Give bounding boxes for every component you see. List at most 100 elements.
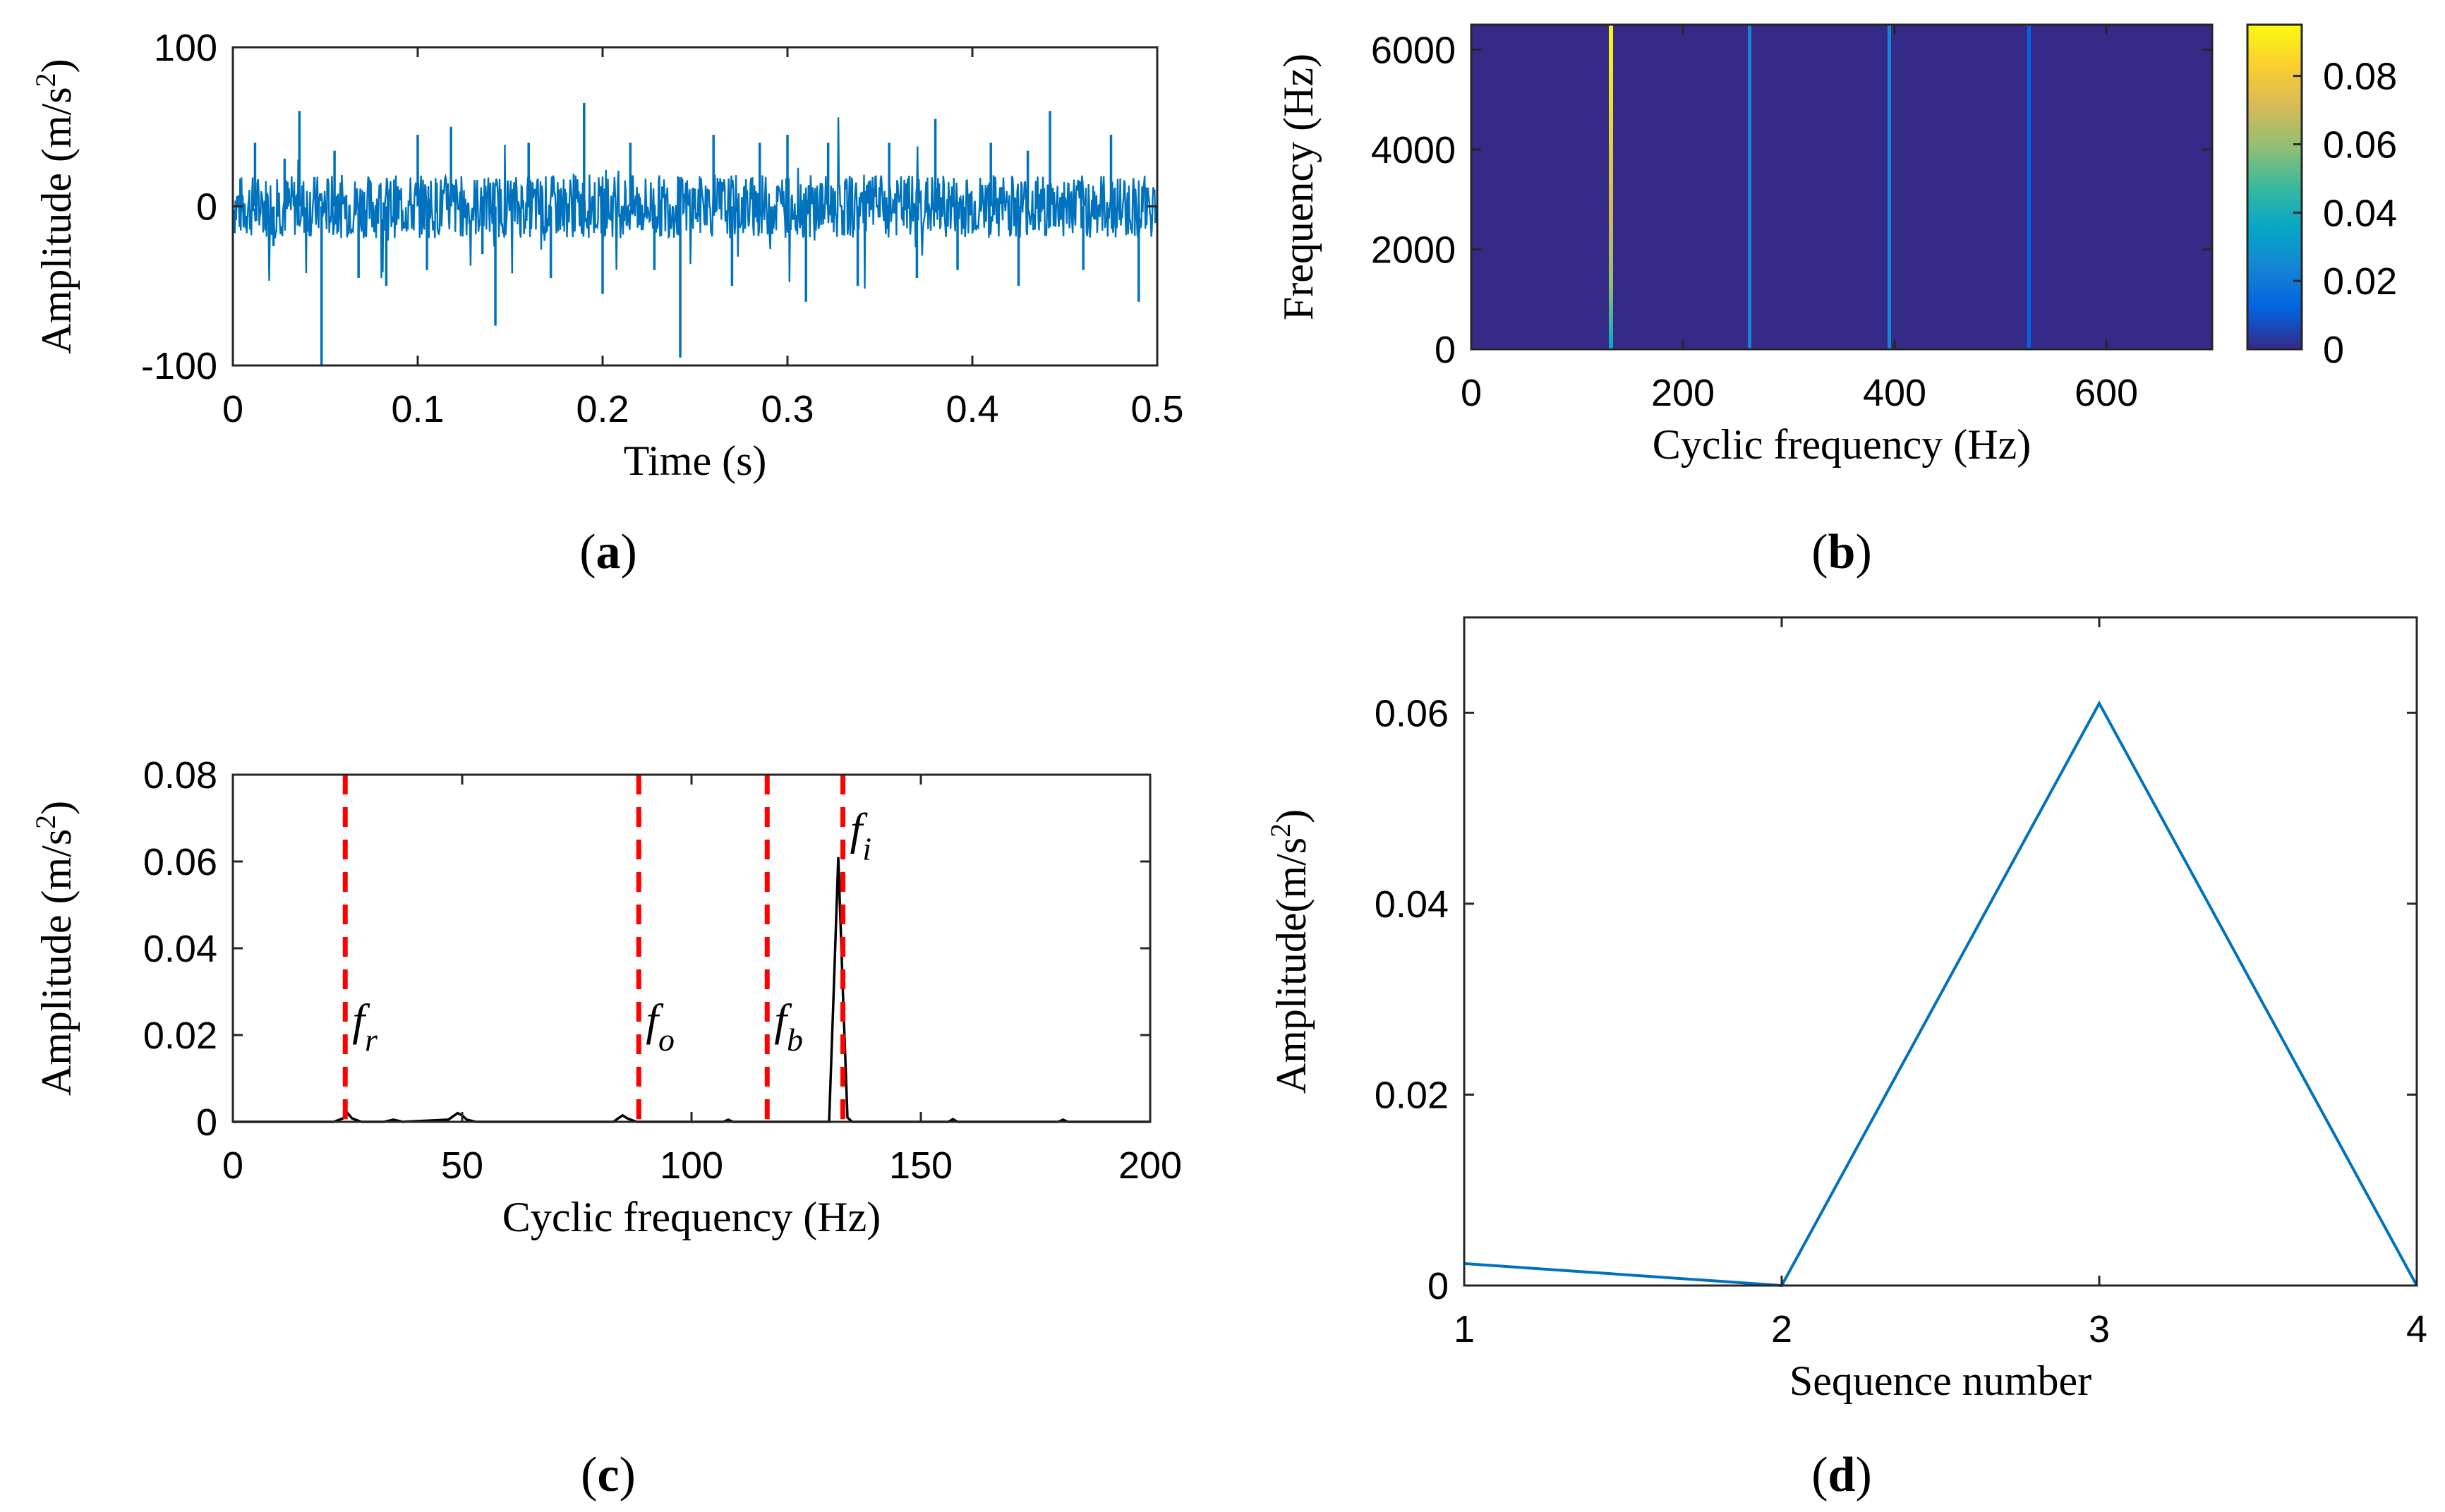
c-xtick-label: 50	[441, 1144, 483, 1187]
a-x-axis-label: Time (s)	[624, 437, 767, 484]
c-caption-open: (	[581, 1448, 597, 1502]
d-x-axis-label: Sequence number	[1789, 1357, 2091, 1404]
a-xtick-label: 0.5	[1130, 388, 1183, 430]
c-spectrum-line	[233, 857, 1150, 1123]
d-y-axis-label: Amplitude(m/s2)	[1264, 809, 1315, 1094]
b-y-axis-label: Frequency (Hz)	[1275, 54, 1322, 320]
c-ytick-label: 0.02	[143, 1015, 217, 1057]
c-caption-letter: c	[597, 1448, 619, 1502]
c-xtick-label: 100	[660, 1144, 723, 1187]
c-marker-label-sub: o	[658, 1022, 675, 1058]
c-ytick-label: 0.08	[143, 754, 217, 797]
panel-c-envelope-spectrum: fr fo fb fi 0 50 100 150 200 0 0.02 0.04 0.06 0.08 Cyc…	[30, 754, 1182, 1502]
b-ytick-label: 2000	[1371, 229, 1456, 271]
a-caption: (a)	[579, 525, 637, 579]
b-caption: (b)	[1811, 525, 1872, 579]
b-heatmap-line	[1748, 25, 1751, 349]
a-xtick-label: 0	[222, 388, 243, 430]
c-x-axis-label: Cyclic frequency (Hz)	[502, 1194, 881, 1240]
c-marker-label: fi	[850, 804, 872, 866]
c-y-axis-label-close: )	[33, 801, 80, 815]
a-xtick-label: 0.3	[761, 388, 814, 430]
a-caption-letter: a	[596, 525, 621, 579]
a-y-axis-label: Amplitude (m/s2)	[30, 59, 80, 353]
d-caption-open: (	[1811, 1448, 1828, 1502]
d-caption-letter: d	[1828, 1448, 1856, 1502]
b-axes-frame	[1470, 23, 2214, 351]
d-ytick-label: 0.02	[1375, 1074, 1449, 1116]
d-y-axis-label-main: Amplitude(m/s	[1268, 837, 1315, 1094]
d-xtick-label: 4	[2406, 1308, 2427, 1350]
b-ytick-label: 6000	[1371, 29, 1456, 71]
d-axes-frame	[1463, 616, 2418, 1287]
a-xtick-label: 0.1	[391, 388, 444, 430]
a-ytick-label: 0	[196, 186, 217, 229]
d-series-line	[1463, 700, 2418, 1288]
b-xtick-label: 400	[1863, 372, 1926, 414]
b-heatmap-line	[1522, 25, 1526, 349]
b-heatmap-line	[1888, 25, 1891, 349]
d-ytick-label: 0	[1427, 1265, 1449, 1307]
d-ytick-label: 0.06	[1375, 692, 1449, 734]
c-marker-label: fr	[352, 995, 378, 1058]
b-caption-open: (	[1811, 525, 1828, 579]
a-ytick-label: -100	[141, 345, 217, 387]
a-y-axis-label-sup: 2	[30, 73, 61, 87]
d-xtick-label: 1	[1454, 1308, 1475, 1350]
d-y-axis-label-close: )	[1268, 809, 1315, 823]
b-colorbar-tick-label: 0.08	[2323, 56, 2397, 98]
b-xtick-label: 0	[1461, 372, 1482, 414]
b-ytick-label: 0	[1435, 329, 1456, 371]
c-xtick-label: 200	[1118, 1144, 1182, 1187]
c-axes-frame	[231, 773, 1152, 1123]
b-heatmap-line	[1609, 25, 1613, 349]
d-y-axis-label-sup: 2	[1264, 823, 1296, 837]
a-xtick-label: 0.2	[576, 388, 629, 430]
a-xtick-label: 0.4	[946, 388, 998, 430]
a-caption-close: )	[621, 525, 637, 579]
c-marker-label-sub: r	[365, 1022, 378, 1058]
d-xtick-label: 2	[1771, 1308, 1792, 1350]
b-x-axis-label: Cyclic frequency (Hz)	[1653, 421, 2031, 468]
a-caption-open: (	[579, 525, 596, 579]
c-xtick-label: 0	[222, 1144, 243, 1187]
d-ytick-label: 0.04	[1375, 883, 1449, 926]
b-heatmap-line	[1496, 25, 1499, 349]
b-colorbar	[2247, 25, 2302, 349]
panel-d-sequence-amplitude: 1 2 3 4 0 0.02 0.04 0.06 Sequence number Amplitud…	[1264, 616, 2427, 1502]
c-ytick-label: 0	[196, 1101, 217, 1144]
b-xtick-label: 200	[1651, 372, 1715, 414]
b-colorbar-tick-label: 0.02	[2323, 260, 2397, 303]
c-y-axis-label-sup: 2	[30, 815, 61, 829]
b-colorbar-tick-label: 0.04	[2323, 192, 2397, 234]
b-ytick-label: 4000	[1371, 129, 1456, 171]
b-caption-close: )	[1855, 525, 1871, 579]
d-xtick-label: 3	[2089, 1308, 2110, 1350]
d-caption-close: )	[1855, 1448, 1871, 1502]
a-axes-frame	[231, 46, 1159, 367]
c-marker-label-sub: i	[862, 830, 871, 866]
c-marker-label: fo	[646, 995, 675, 1058]
a-noise-line	[233, 117, 1157, 289]
b-colorbar-tick-label: 0.06	[2323, 123, 2397, 166]
b-heatmap-line	[1562, 25, 1566, 349]
b-heatmap-line	[2027, 25, 2031, 349]
c-y-axis-label-main: Amplitude (m/s	[33, 829, 80, 1096]
c-y-axis-label: Amplitude (m/s2)	[30, 801, 80, 1096]
c-ytick-label: 0.04	[143, 928, 217, 970]
c-marker-label-sub: b	[787, 1022, 803, 1058]
b-xtick-label: 600	[2075, 372, 2138, 414]
a-y-axis-label-main: Amplitude (m/s	[33, 87, 80, 353]
b-heatmap-background	[1471, 25, 2212, 349]
c-ytick-label: 0.06	[143, 841, 217, 883]
c-caption-close: )	[620, 1448, 636, 1502]
d-caption: (d)	[1811, 1448, 1872, 1502]
b-colorbar-frame	[2246, 23, 2303, 351]
c-caption: (c)	[581, 1448, 636, 1502]
b-colorbar-tick-label: 0	[2323, 329, 2344, 371]
c-marker-label: fb	[774, 995, 803, 1058]
b-caption-letter: b	[1828, 525, 1856, 579]
